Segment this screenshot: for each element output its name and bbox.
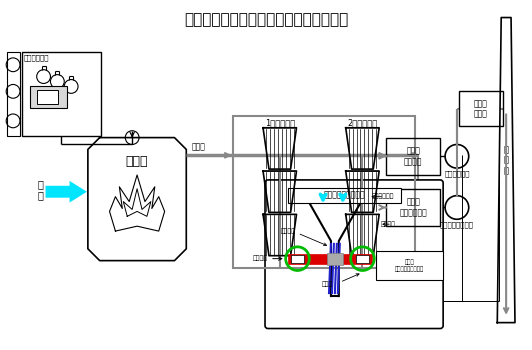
Bar (288, 188, 401, 203)
Text: 排ガスブロア拡大図: 排ガスブロア拡大図 (323, 191, 365, 199)
Text: 空
気: 空 気 (38, 179, 44, 201)
Bar (459, 91, 503, 126)
Bar (327, 253, 343, 265)
Bar (386, 138, 440, 175)
Text: モータ側: モータ側 (253, 256, 268, 261)
Text: 排ガスブロア: 排ガスブロア (444, 170, 470, 177)
Text: 排ガス
フィルタ: 排ガス フィルタ (404, 147, 422, 166)
Bar (386, 189, 440, 226)
Bar (290, 255, 304, 262)
Polygon shape (46, 181, 87, 203)
Text: 排ガスの流れ: 排ガスの流れ (371, 194, 394, 199)
Text: 軸受台: 軸受台 (321, 281, 332, 287)
Bar (376, 251, 443, 280)
Text: バッフル: バッフル (381, 222, 396, 227)
Text: 排ガス
補助フィルタ: 排ガス 補助フィルタ (399, 198, 427, 217)
Text: 機　室
（当該検査箇所等）: 機 室 （当該検査箇所等） (395, 259, 425, 272)
Text: 2次フィルタ: 2次フィルタ (347, 118, 378, 127)
Text: 排気筒
モニタ: 排気筒 モニタ (474, 99, 488, 118)
Text: 排
気
筒: 排 気 筒 (504, 145, 509, 175)
FancyBboxPatch shape (265, 180, 443, 329)
Bar (22, 52, 101, 136)
Bar (7, 52, 20, 136)
Text: 1次フィルタ: 1次フィルタ (264, 118, 295, 127)
Text: 排ガス: 排ガス (191, 142, 205, 152)
Text: 雑固体供給機: 雑固体供給機 (24, 54, 49, 61)
Bar (37, 90, 59, 104)
Bar (232, 116, 414, 268)
Bar (30, 86, 67, 108)
Text: 焼却炉: 焼却炉 (126, 155, 148, 168)
Text: 伊方発電所　雑固体焼却設備系統概略図: 伊方発電所 雑固体焼却設備系統概略図 (184, 13, 348, 28)
Text: 排ガス補助ブロア: 排ガス補助ブロア (440, 221, 474, 228)
Text: 軸継手側: 軸継手側 (376, 256, 391, 261)
Text: ブロア軸: ブロア軸 (281, 228, 296, 234)
Bar (355, 255, 369, 262)
Bar (288, 254, 372, 264)
